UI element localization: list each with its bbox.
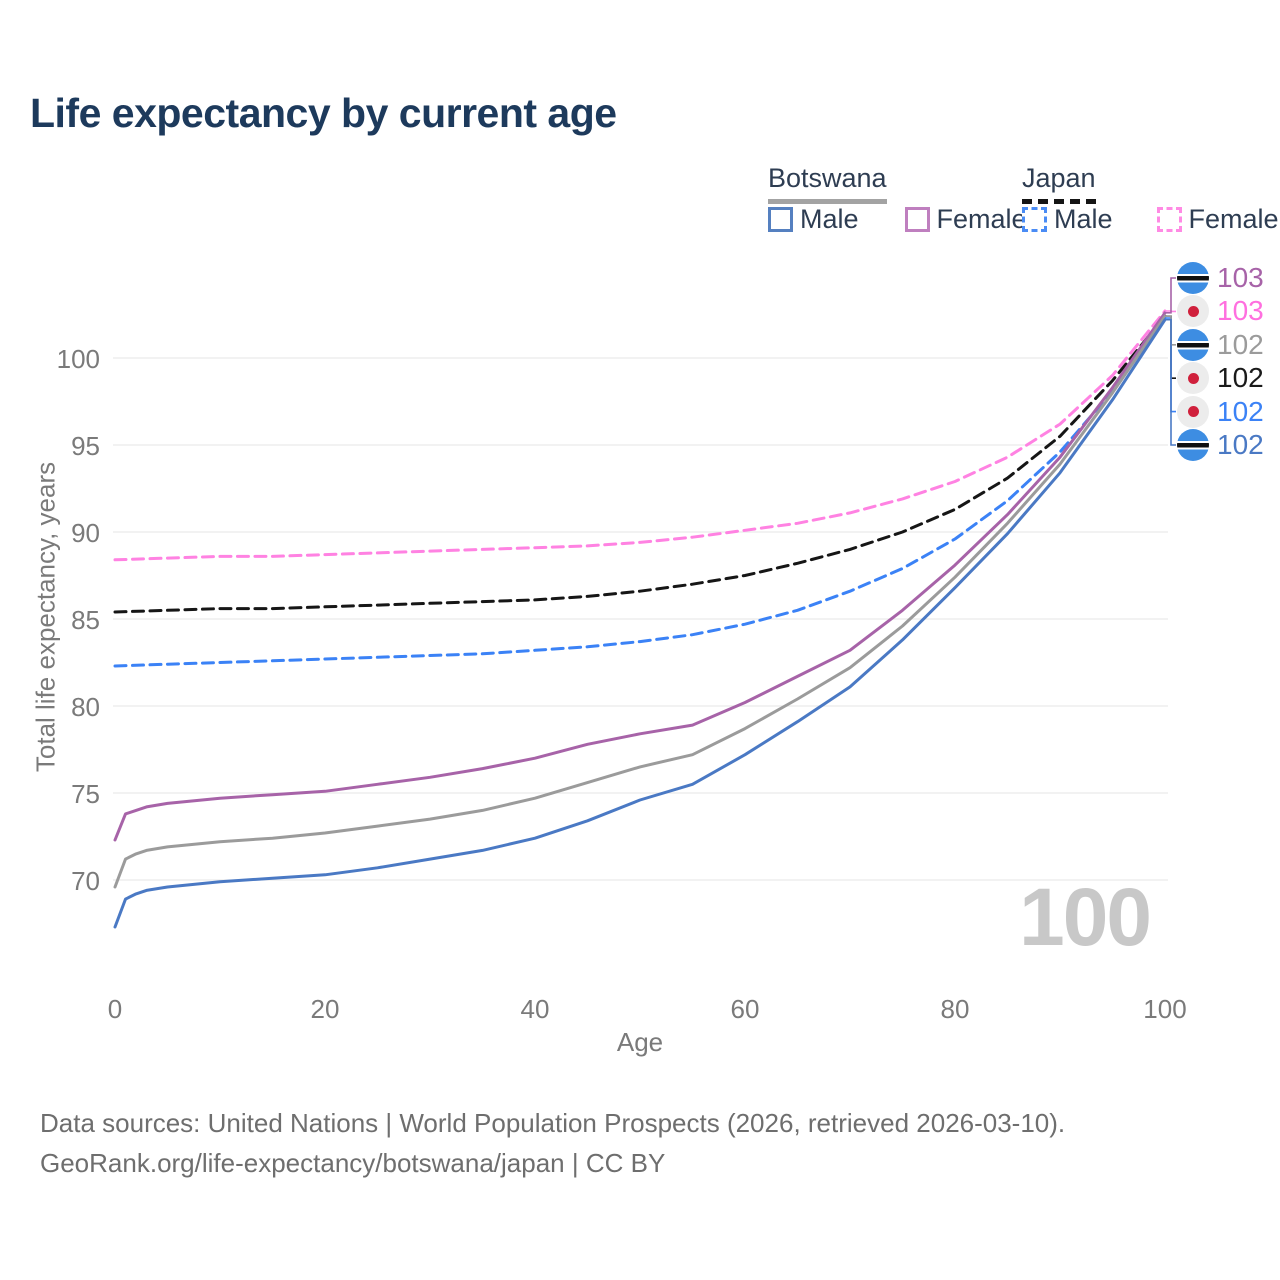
legend-item-botswana-female[interactable]: Female [904, 204, 1027, 235]
y-tick-95: 95 [71, 431, 100, 461]
series-line-japan-male[interactable] [113, 316, 1167, 668]
leader-line-botswana-female [1165, 277, 1176, 314]
y-tick-80: 80 [71, 692, 100, 722]
legend-row-japan: Male Female [1022, 204, 1279, 235]
x-tick-80: 80 [940, 994, 970, 1024]
series-line-japan-both[interactable] [113, 314, 1167, 614]
legend-row-botswana: Male Female [768, 204, 1027, 235]
japan-flag-icon [1177, 295, 1209, 328]
series-line-japan-female[interactable] [113, 309, 1167, 562]
x-tick-0: 0 [107, 994, 123, 1024]
data-source-text: Data sources: United Nations | World Pop… [40, 1108, 1066, 1138]
legend-item-label: Male [1054, 204, 1113, 234]
legend-item-japan-female[interactable]: Female [1156, 204, 1279, 235]
page-title: Life expectancy by current age [30, 90, 617, 136]
botswana-flag-icon [1177, 429, 1209, 461]
japan-female-swatch-icon [1156, 207, 1182, 232]
legend-item-label: Female [1188, 204, 1279, 234]
end-label-value-botswana-both: 102 [1217, 328, 1264, 360]
legend-item-botswana-male[interactable]: Male [768, 204, 859, 235]
end-label-value-botswana-male: 102 [1217, 429, 1264, 460]
y-tick-70: 70 [71, 866, 100, 896]
x-tick-40: 40 [520, 994, 550, 1024]
x-axis-title: Age [616, 1027, 664, 1057]
end-label-row-japan-female: 103 [1177, 295, 1264, 328]
series-line-botswana-both[interactable] [113, 314, 1167, 889]
botswana-female-swatch-icon [904, 207, 930, 232]
legend-country-botswana[interactable]: Botswana [768, 163, 887, 204]
end-label-row-japan-male: 102 [1177, 395, 1264, 428]
legend-group-botswana-header: Botswana [768, 163, 887, 209]
series-line-botswana-male[interactable] [113, 318, 1167, 929]
x-tick-60: 60 [730, 994, 760, 1024]
japan-flag-icon [1177, 362, 1209, 395]
end-label-value-japan-female: 103 [1217, 295, 1264, 327]
botswana-male-swatch-icon [768, 207, 793, 232]
botswana-flag-icon [1177, 328, 1209, 361]
end-label-row-botswana-male: 102 [1177, 429, 1264, 461]
series-line-botswana-female[interactable] [113, 311, 1167, 842]
legend-country-japan[interactable]: Japan [1022, 163, 1096, 204]
age-counter-watermark: 100 [1019, 872, 1152, 963]
y-tick-90: 90 [71, 518, 100, 548]
legend-item-label: Female [936, 204, 1027, 234]
japan-male-swatch-icon [1022, 207, 1047, 232]
japan-flag-icon [1177, 395, 1209, 428]
end-label-value-japan-male: 102 [1217, 395, 1264, 427]
end-label-row-botswana-female: 103 [1177, 262, 1264, 294]
legend-item-label: Male [800, 204, 859, 234]
end-label-value-japan-both: 102 [1217, 362, 1264, 394]
y-tick-85: 85 [71, 605, 100, 635]
y-tick-75: 75 [71, 779, 100, 809]
end-label-row-botswana-both: 102 [1177, 328, 1264, 361]
legend-group-japan-header: Japan [1022, 163, 1096, 209]
x-tick-20: 20 [310, 994, 340, 1024]
y-tick-100: 100 [56, 344, 100, 374]
end-label-value-botswana-female: 103 [1217, 262, 1264, 293]
botswana-flag-icon [1177, 262, 1209, 294]
leader-line-botswana-male [1165, 318, 1176, 446]
x-tick-100: 100 [1143, 994, 1187, 1024]
end-label-row-japan-both: 102 [1177, 362, 1264, 395]
attribution-text: GeoRank.org/life-expectancy/botswana/jap… [40, 1148, 666, 1178]
legend-item-japan-male[interactable]: Male [1022, 204, 1113, 235]
